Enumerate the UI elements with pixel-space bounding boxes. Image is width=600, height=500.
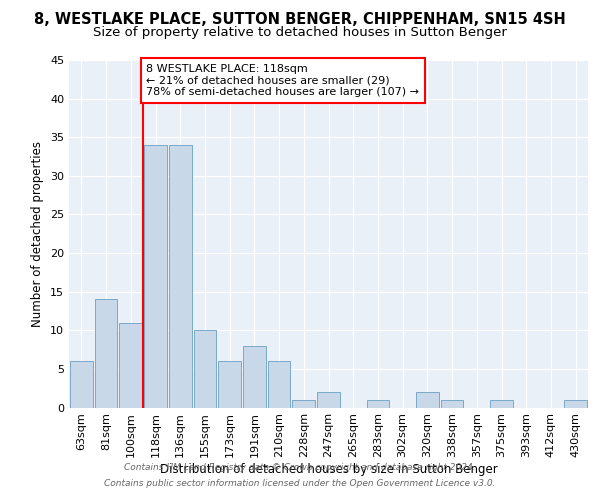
Y-axis label: Number of detached properties: Number of detached properties [31,141,44,327]
Text: 8, WESTLAKE PLACE, SUTTON BENGER, CHIPPENHAM, SN15 4SH: 8, WESTLAKE PLACE, SUTTON BENGER, CHIPPE… [34,12,566,28]
Bar [268,361,290,408]
Bar [70,361,93,408]
Bar [367,400,389,407]
Bar [218,361,241,408]
Bar [564,400,587,407]
X-axis label: Distribution of detached houses by size in Sutton Benger: Distribution of detached houses by size … [160,463,497,476]
Bar [169,145,191,407]
Text: 8 WESTLAKE PLACE: 118sqm
← 21% of detached houses are smaller (29)
78% of semi-d: 8 WESTLAKE PLACE: 118sqm ← 21% of detach… [146,64,419,97]
Bar [119,322,142,408]
Bar [416,392,439,407]
Bar [441,400,463,407]
Bar [95,300,118,408]
Text: Contains public sector information licensed under the Open Government Licence v3: Contains public sector information licen… [104,478,496,488]
Bar [292,400,315,407]
Bar [144,145,167,407]
Text: Size of property relative to detached houses in Sutton Benger: Size of property relative to detached ho… [93,26,507,39]
Bar [490,400,513,407]
Text: Contains HM Land Registry data © Crown copyright and database right 2024.: Contains HM Land Registry data © Crown c… [124,464,476,472]
Bar [243,346,266,408]
Bar [317,392,340,407]
Bar [194,330,216,407]
